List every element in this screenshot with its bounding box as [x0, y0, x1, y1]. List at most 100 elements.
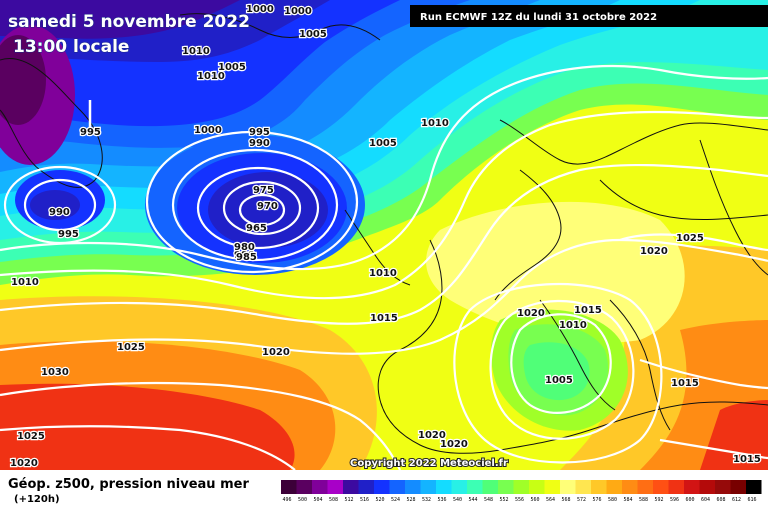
scale-tick-label: 600 [686, 497, 695, 503]
isobar-label: 1020 [517, 308, 545, 319]
isobar-label: 1005 [299, 29, 327, 40]
copyright: Copyright 2022 Meteociel.fr [350, 458, 508, 469]
colour-swatch [343, 480, 359, 494]
isobar-label: 1005 [218, 62, 246, 73]
colour-swatch [327, 480, 343, 494]
isobar-label: 1020 [640, 246, 668, 257]
isobar-label: 990 [249, 138, 270, 149]
forecast-date: samedi 5 novembre 2022 [8, 12, 250, 32]
colour-swatch [544, 480, 560, 494]
isobar-label: 1005 [545, 375, 573, 386]
isobar-label: 1030 [41, 367, 69, 378]
isobar-label: 1000 [194, 125, 222, 136]
scale-tick-label: 504 [314, 497, 323, 503]
scale-tick-label: 500 [298, 497, 307, 503]
scale-tick-label: 532 [422, 497, 431, 503]
colour-swatch [513, 480, 529, 494]
scale-tick-label: 580 [608, 497, 617, 503]
colour-swatch [467, 480, 483, 494]
colour-swatch [358, 480, 374, 494]
isobar-label: 1010 [197, 71, 225, 82]
scale-tick-label: 496 [283, 497, 292, 503]
run-banner [410, 5, 768, 27]
scale-tick-label: 596 [670, 497, 679, 503]
scale-tick-label: 588 [639, 497, 648, 503]
scale-tick-label: 520 [376, 497, 385, 503]
run-info: Run ECMWF 12Z du lundi 31 octobre 2022 [420, 12, 657, 23]
scale-tick-label: 548 [484, 497, 493, 503]
isobar-label: 970 [257, 201, 278, 212]
scale-tick-label: 612 [732, 497, 741, 503]
scale-tick-label: 608 [717, 497, 726, 503]
colour-swatch [606, 480, 622, 494]
scale-tick-label: 556 [515, 497, 524, 503]
colour-swatch [699, 480, 715, 494]
isobars [0, 65, 768, 470]
scale-tick-label: 552 [500, 497, 509, 503]
geopotential-field [0, 0, 768, 470]
isobar-label: 995 [58, 229, 79, 240]
scale-tick-label: 560 [531, 497, 540, 503]
isobar-label: 1025 [17, 431, 45, 442]
isobar-label: 1000 [284, 6, 312, 17]
isobar-label: 1010 [182, 46, 210, 57]
isobar-label: 1000 [246, 4, 274, 15]
colour-swatch [622, 480, 638, 494]
scale-tick-label: 576 [593, 497, 602, 503]
colour-swatch [684, 480, 700, 494]
scale-tick-label: 512 [345, 497, 354, 503]
isobar-label: 1015 [574, 305, 602, 316]
colour-swatch [436, 480, 452, 494]
isobar-label: 1005 [369, 138, 397, 149]
scale-tick-label: 616 [748, 497, 757, 503]
forecast-step: (+120h) [14, 494, 60, 505]
colour-swatch [498, 480, 514, 494]
isobar-label: 1015 [671, 378, 699, 389]
forecast-time: 13:00 locale [13, 37, 129, 57]
colour-swatch [637, 480, 653, 494]
scale-tick-label: 564 [546, 497, 555, 503]
isobar-labels: 1000 1000 1005 1010 1005 1010 995 990 10… [9, 3, 762, 470]
colour-swatch [296, 480, 312, 494]
colour-swatch [405, 480, 421, 494]
scale-tick-label: 592 [655, 497, 664, 503]
colour-swatch [668, 480, 684, 494]
scale-tick-label: 516 [360, 497, 369, 503]
isobar-label: 1020 [10, 458, 38, 469]
colour-swatch [653, 480, 669, 494]
colour-swatch [451, 480, 467, 494]
isobar-label: 1010 [11, 277, 39, 288]
isobar-label: 995 [249, 127, 270, 138]
scale-tick-label: 508 [329, 497, 338, 503]
colour-swatch [730, 480, 746, 494]
isobar-label: 1020 [262, 347, 290, 358]
isobar-label: 1025 [676, 233, 704, 244]
isobar-label: 1010 [369, 268, 397, 279]
coastlines [0, 13, 768, 454]
colour-swatch [312, 480, 328, 494]
scale-tick-label: 524 [391, 497, 400, 503]
map-title: Géop. z500, pression niveau mer [8, 477, 249, 492]
colour-swatch [560, 480, 576, 494]
scale-tick-label: 540 [453, 497, 462, 503]
colour-swatch [715, 480, 731, 494]
isobar-label: 1015 [370, 313, 398, 324]
colour-swatch [529, 480, 545, 494]
isobar-label: 1020 [418, 430, 446, 441]
isobar-label: 1010 [421, 118, 449, 129]
isobar-label: 985 [236, 252, 257, 263]
isobar-label: 965 [246, 223, 267, 234]
scale-tick-label: 528 [407, 497, 416, 503]
scale-tick-label: 604 [701, 497, 710, 503]
scale-tick-label: 568 [562, 497, 571, 503]
scale-tick-label: 572 [577, 497, 586, 503]
isobar-label: 995 [80, 127, 101, 138]
isobar-label: 990 [234, 250, 255, 261]
isobar-label: 975 [253, 185, 274, 196]
colour-swatch [591, 480, 607, 494]
colour-swatch [420, 480, 436, 494]
scale-tick-label: 544 [469, 497, 478, 503]
isobar-label: 1025 [117, 342, 145, 353]
isobar-label: 1015 [733, 454, 761, 465]
